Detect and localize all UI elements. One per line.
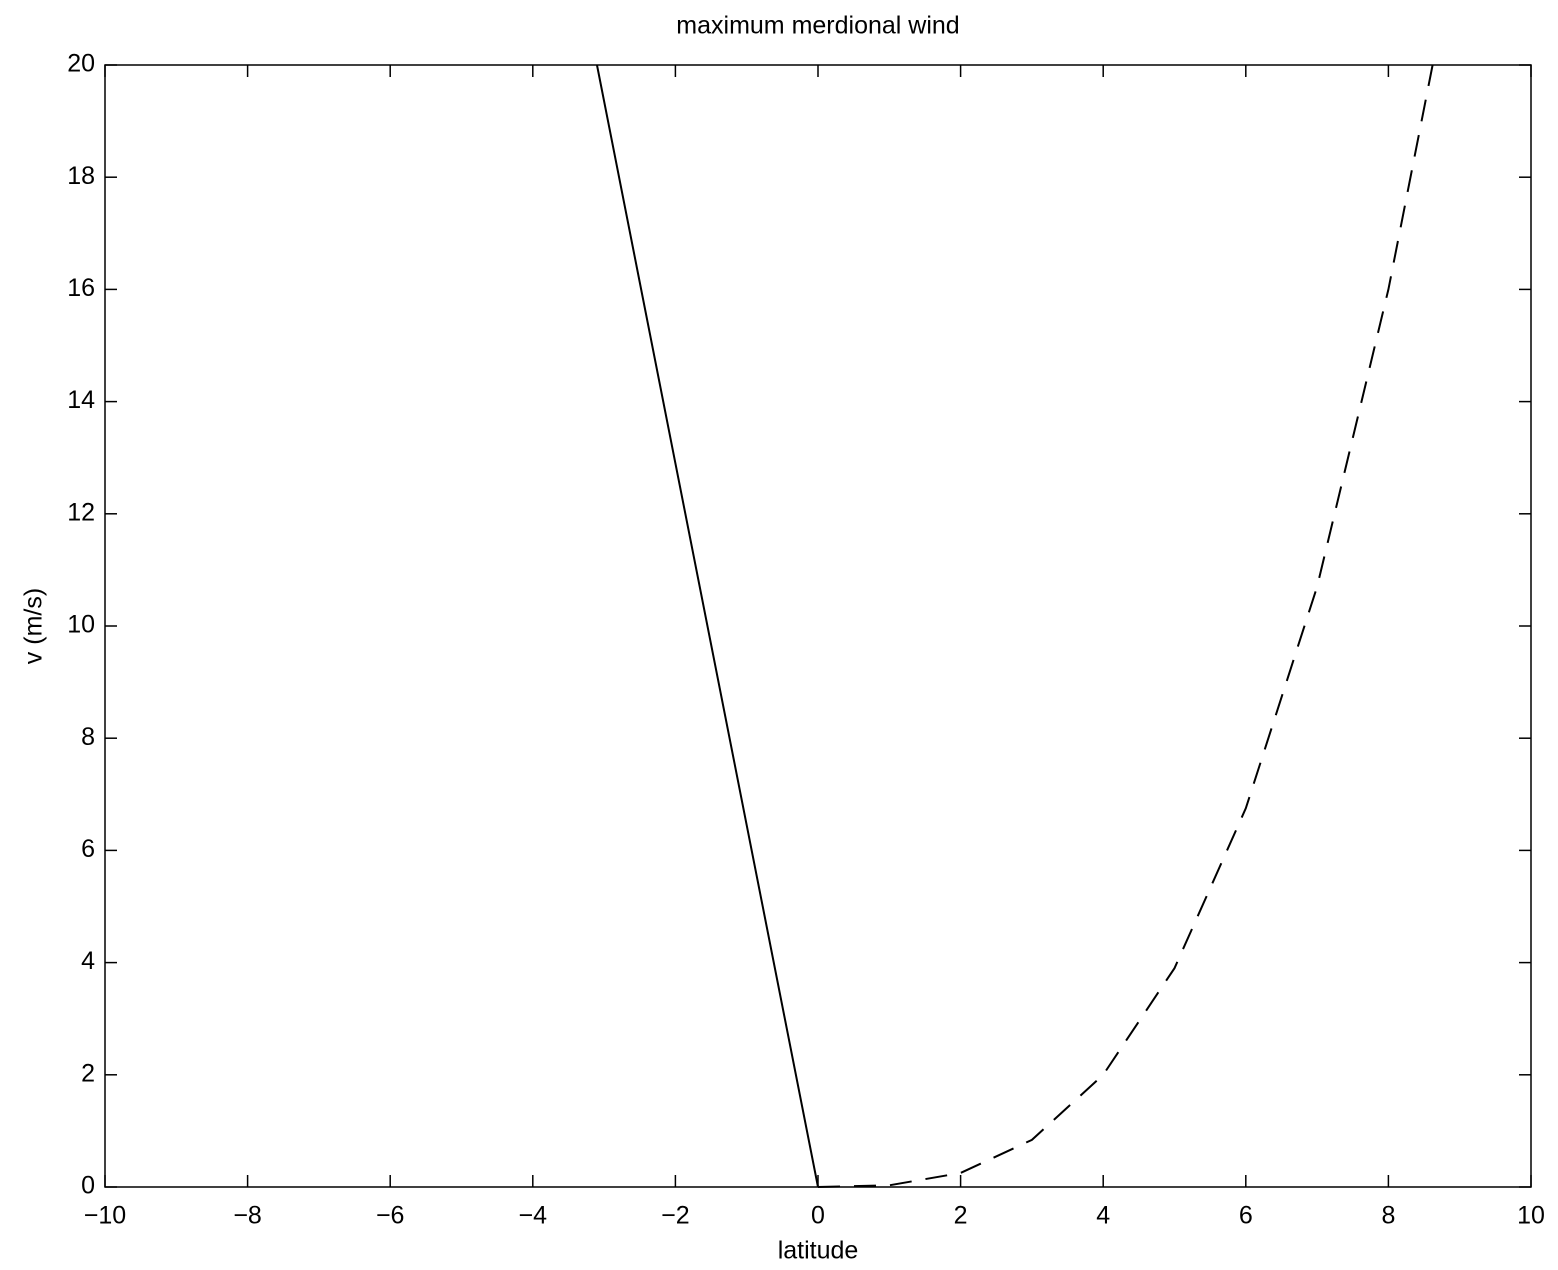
- x-tick-label: 10: [1517, 1202, 1545, 1230]
- y-tick-label: 10: [67, 611, 95, 639]
- x-tick-label: 2: [954, 1202, 968, 1230]
- y-tick-label: 12: [67, 498, 95, 526]
- x-tick-label: 0: [811, 1202, 825, 1230]
- x-axis-label: latitude: [778, 1237, 859, 1265]
- x-tick-label: −10: [84, 1202, 126, 1230]
- y-tick-label: 14: [67, 386, 95, 414]
- y-tick-label: 2: [81, 1059, 95, 1087]
- series-line: [595, 64, 819, 1188]
- y-tick-label: 0: [81, 1172, 95, 1200]
- y-tick-label: 6: [81, 835, 95, 863]
- x-tick-label: −4: [519, 1202, 548, 1230]
- x-tick-label: 4: [1096, 1202, 1110, 1230]
- x-tick-label: 6: [1239, 1202, 1253, 1230]
- y-axis-label: v (m/s): [20, 588, 48, 664]
- y-tick-label: 16: [67, 274, 95, 302]
- y-tick-label: 18: [67, 162, 95, 190]
- x-tick-label: −6: [376, 1202, 405, 1230]
- x-tick-label: 8: [1381, 1202, 1395, 1230]
- chart-title: maximum merdional wind: [676, 12, 959, 40]
- y-tick-label: 4: [81, 947, 95, 975]
- y-tick-label: 20: [67, 50, 95, 78]
- x-tick-label: −8: [233, 1202, 262, 1230]
- x-tick-label: −2: [661, 1202, 690, 1230]
- y-tick-label: 8: [81, 723, 95, 751]
